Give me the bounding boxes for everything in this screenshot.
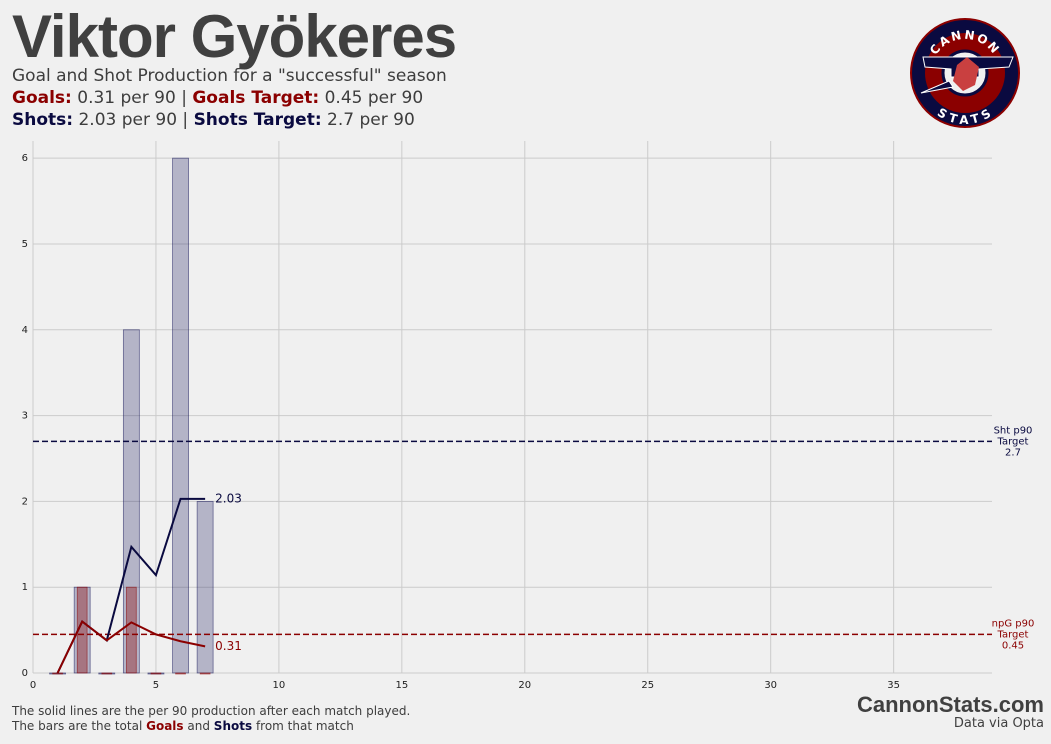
separator: | [182, 110, 189, 130]
bar [52, 672, 63, 675]
note-text: The bars are the total [12, 719, 143, 733]
target-value: 2.7 [1005, 447, 1021, 458]
subtitle: Goal and Shot Production for a "successf… [12, 66, 447, 86]
goals-row: Goals: 0.31 per 90 | Goals Target: 0.45 … [12, 88, 423, 108]
bar [150, 672, 162, 675]
note: The bars are the total Goals and Shots f… [12, 719, 354, 733]
target-label: npG p90 [992, 618, 1035, 629]
goals-target-value: 0.45 per 90 [324, 88, 424, 108]
y-tick-label: 2 [22, 496, 28, 507]
bar [196, 500, 214, 674]
bar [101, 672, 113, 675]
line [56, 619, 206, 674]
x-tick-label: 30 [764, 680, 777, 691]
bar [172, 157, 189, 674]
y-tick-label: 5 [22, 239, 28, 250]
target-label: Sht p90 [994, 425, 1033, 436]
y-tick-label: 3 [22, 411, 28, 422]
bar [126, 586, 137, 674]
goals-label: Goals: [12, 88, 72, 108]
shots-label: Shots: [12, 110, 74, 130]
x-tick-label: 10 [273, 680, 286, 691]
note-text: from that match [255, 719, 354, 733]
shots-value: 2.03 per 90 [78, 110, 178, 130]
x-tick-label: 20 [518, 680, 531, 691]
source: Data via Opta [953, 716, 1044, 731]
bar [175, 672, 186, 675]
x-tick-label: 15 [395, 680, 408, 691]
brand: CannonStats.com [856, 692, 1044, 717]
note: The solid lines are the per 90 productio… [12, 704, 411, 718]
y-tick-label: 6 [22, 153, 28, 164]
y-tick-label: 0 [22, 668, 28, 679]
note-goals: Goals [146, 719, 184, 733]
x-tick-label: 5 [153, 680, 159, 691]
y-tick-label: 4 [22, 325, 28, 336]
shots-target-value: 2.7 per 90 [327, 110, 415, 130]
x-tick-label: 35 [887, 680, 900, 691]
goals-value: 0.31 per 90 [77, 88, 176, 108]
separator: | [181, 88, 187, 108]
x-tick-label: 0 [30, 680, 36, 691]
end-label: 0.31 [215, 639, 242, 653]
logo: CANNON STATS [910, 18, 1020, 128]
logo-bottom: STATS [935, 105, 995, 127]
bar [199, 672, 211, 675]
target-label: Target [997, 436, 1029, 447]
shots-target-label: Shots Target: [193, 110, 322, 130]
note-shots: Shots [213, 719, 253, 733]
target-label: Target [997, 629, 1029, 640]
shots-row: Shots: 2.03 per 90 | Shots Target: 2.7 p… [12, 110, 415, 130]
y-tick-label: 1 [22, 582, 28, 593]
note-text: and [187, 719, 210, 733]
goals-target-label: Goals Target: [192, 88, 320, 108]
x-tick-label: 25 [641, 680, 654, 691]
end-label: 2.03 [215, 491, 242, 505]
title: Viktor Gyökeres [12, 3, 457, 70]
target-value: 0.45 [1002, 640, 1024, 651]
